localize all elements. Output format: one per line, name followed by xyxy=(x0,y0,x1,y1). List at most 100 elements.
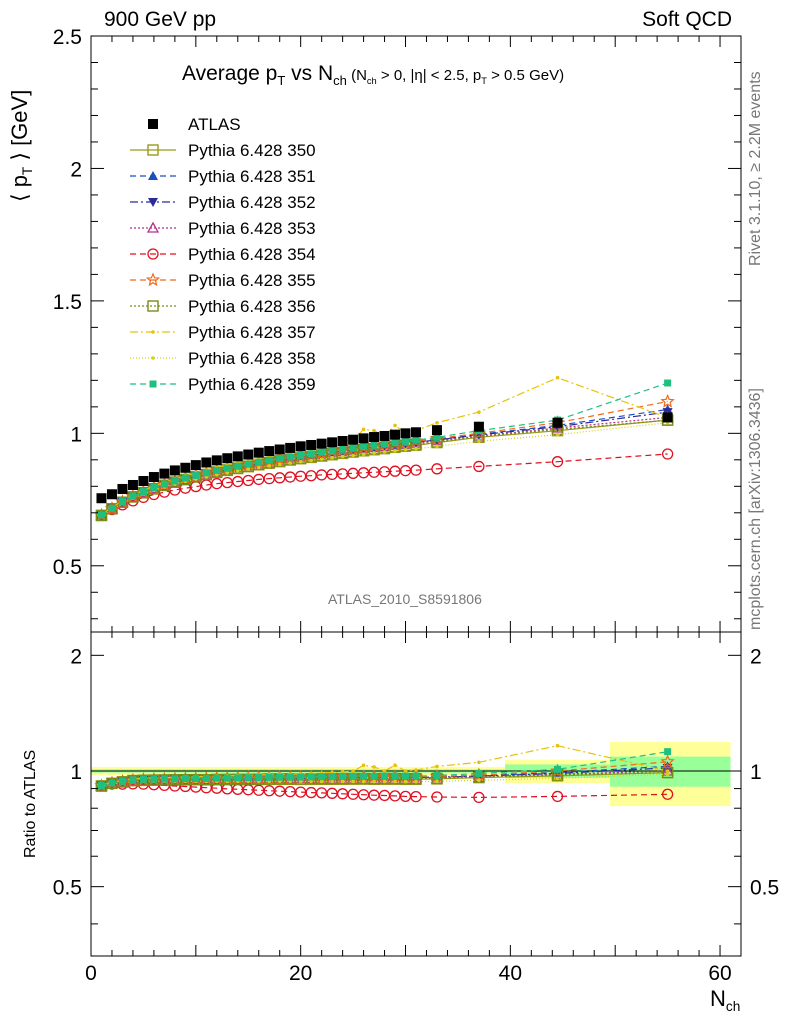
series-point-ratio xyxy=(372,765,376,769)
legend-entry-p351: Pythia 6.428 351 xyxy=(130,167,316,186)
series-point-ratio xyxy=(393,763,397,768)
title-main: Average p xyxy=(182,62,278,85)
atlas-point xyxy=(159,468,170,479)
legend-entry-p355: Pythia 6.428 355 xyxy=(130,271,316,290)
y-label-post: ⟩ [GeV] xyxy=(7,89,32,167)
series-point-main xyxy=(276,454,284,462)
y-tick-label-main: 2.5 xyxy=(53,26,82,49)
series-point-ratio xyxy=(473,791,485,804)
series-point-ratio xyxy=(370,772,378,780)
atlas-point xyxy=(348,434,359,445)
series-line-ratio xyxy=(101,773,668,788)
series-point-ratio xyxy=(381,772,389,780)
atlas-point xyxy=(411,427,421,438)
series-point-ratio xyxy=(255,774,263,782)
atlas-point xyxy=(431,425,442,436)
series-point-ratio xyxy=(318,773,326,781)
legend-entry-p356: Pythia 6.428 356 xyxy=(130,297,316,316)
atlas-point xyxy=(264,446,275,457)
legend-entry-p354: Pythia 6.428 354 xyxy=(130,245,316,264)
series-point-main xyxy=(382,450,387,454)
series-point-main xyxy=(340,454,345,459)
series-point-main xyxy=(339,445,347,453)
series-point-main xyxy=(297,451,305,459)
series-layer xyxy=(94,375,675,804)
legend-label: Pythia 6.428 350 xyxy=(188,141,316,160)
atlas-point xyxy=(201,457,212,468)
legend-entry-atlas: ATLAS xyxy=(148,115,241,134)
series-point-ratio xyxy=(414,779,418,784)
atlas-point xyxy=(253,447,264,458)
series-point-main xyxy=(319,457,324,461)
atlas-point xyxy=(274,444,285,455)
series-point-ratio xyxy=(361,763,366,768)
legend-label: Pythia 6.428 351 xyxy=(188,167,316,186)
atlas-point xyxy=(316,438,327,449)
series-point-main xyxy=(288,461,292,465)
legend-entry-p353: Pythia 6.428 353 xyxy=(130,219,316,238)
series-point-ratio xyxy=(351,779,355,784)
series-point-main xyxy=(551,456,564,468)
legend-marker xyxy=(146,221,160,233)
legend-entry-p358: Pythia 6.428 358 xyxy=(130,349,316,368)
series-point-main xyxy=(235,469,240,473)
series-point-ratio xyxy=(171,775,179,783)
legend-label: Pythia 6.428 356 xyxy=(188,297,316,316)
y-tick-label-ratio-left: 1 xyxy=(70,761,82,784)
series-point-main xyxy=(256,465,261,470)
atlas-point xyxy=(106,489,117,500)
series-point-ratio xyxy=(349,772,357,780)
atlas-point xyxy=(148,472,159,483)
series-point-main xyxy=(410,464,422,476)
y-label-sub: T xyxy=(20,166,36,176)
series-point-ratio xyxy=(393,779,397,784)
y-tick-label-ratio-right: 1 xyxy=(750,761,762,784)
y-tick-label-main: 1 xyxy=(70,423,82,446)
atlas-point xyxy=(400,428,411,439)
series-point-ratio xyxy=(213,774,221,782)
analysis-label: ATLAS_2010_S8591806 xyxy=(328,591,482,607)
series-point-ratio xyxy=(382,779,387,784)
x-tick-label: 60 xyxy=(708,962,731,985)
series-point-ratio xyxy=(297,773,305,781)
series-point-ratio xyxy=(372,779,376,784)
series-point-ratio xyxy=(402,772,410,780)
series-point-main xyxy=(244,460,252,468)
series-point-main xyxy=(433,433,441,441)
legend-marker-atlas xyxy=(148,119,158,129)
y-tick-label-ratio-right: 2 xyxy=(750,645,762,668)
series-point-main xyxy=(393,449,397,453)
header-right: Soft QCD xyxy=(642,8,732,31)
series-point-main xyxy=(192,471,200,479)
atlas-point xyxy=(390,429,401,440)
atlas-point xyxy=(232,451,243,462)
series-point-ratio xyxy=(328,773,336,781)
y-tick-label-ratio-right: 0.5 xyxy=(750,877,779,900)
legend-marker xyxy=(151,330,155,334)
ratio-frame xyxy=(90,631,742,957)
series-point-main xyxy=(298,459,303,464)
legend-label: Pythia 6.428 354 xyxy=(188,245,316,264)
axes-layer: 0 20 40 60 0.5 1 1.5 2 2.5 0.5 0.5 1 1 2 2 xyxy=(53,26,779,985)
series-point-ratio xyxy=(307,773,315,781)
series-point-main xyxy=(351,453,355,458)
series-point-ratio xyxy=(555,776,560,781)
series-point-ratio xyxy=(286,773,294,781)
y-tick-label-main: 2 xyxy=(70,158,82,181)
series-point-main xyxy=(318,448,326,456)
series-point-main xyxy=(286,453,294,461)
series-point-main xyxy=(309,458,313,463)
series-point-ratio xyxy=(361,779,366,784)
title-vs: vs N xyxy=(285,62,334,85)
series-point-main xyxy=(181,474,189,482)
series-point-ratio xyxy=(660,754,675,768)
series-point-ratio xyxy=(298,779,303,784)
series-point-ratio xyxy=(108,779,116,787)
series-point-ratio xyxy=(351,769,355,773)
series-point-ratio xyxy=(403,779,408,784)
series-point-main xyxy=(213,466,221,474)
atlas-point xyxy=(552,417,563,428)
legend-marker xyxy=(151,356,155,360)
series-point-main xyxy=(234,462,242,470)
series-point-ratio xyxy=(118,777,126,785)
